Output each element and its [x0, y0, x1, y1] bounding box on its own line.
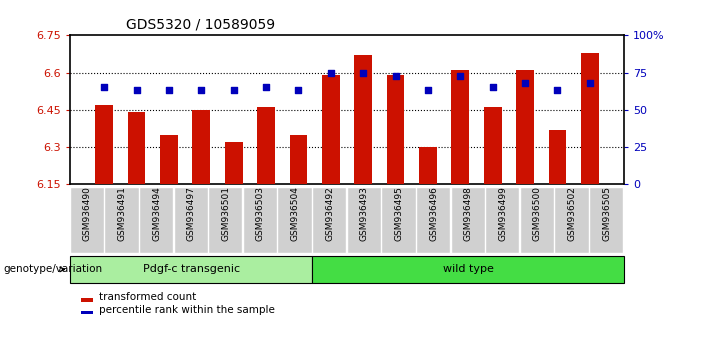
- Text: GSM936500: GSM936500: [533, 186, 542, 241]
- Point: [552, 87, 563, 93]
- Text: percentile rank within the sample: percentile rank within the sample: [99, 305, 275, 315]
- Text: GSM936499: GSM936499: [498, 186, 508, 241]
- Text: GSM936502: GSM936502: [568, 186, 576, 241]
- Text: genotype/variation: genotype/variation: [4, 264, 102, 274]
- Text: GSM936490: GSM936490: [83, 186, 92, 241]
- Text: GSM936498: GSM936498: [463, 186, 472, 241]
- Text: wild type: wild type: [443, 264, 494, 274]
- Point: [455, 73, 466, 78]
- Text: GSM936497: GSM936497: [186, 186, 196, 241]
- Bar: [192, 110, 210, 184]
- Text: GDS5320 / 10589059: GDS5320 / 10589059: [126, 18, 275, 32]
- Point: [131, 87, 142, 93]
- Bar: [451, 70, 469, 184]
- Text: GSM936492: GSM936492: [325, 186, 334, 241]
- Point: [196, 87, 207, 93]
- Point: [325, 70, 336, 75]
- Bar: [95, 105, 113, 184]
- Bar: [257, 107, 275, 184]
- Point: [519, 80, 531, 86]
- Point: [261, 85, 272, 90]
- Text: GSM936503: GSM936503: [256, 186, 265, 241]
- Bar: [516, 70, 534, 184]
- Bar: [549, 130, 566, 184]
- Bar: [484, 107, 502, 184]
- Bar: [387, 75, 404, 184]
- Bar: [128, 112, 145, 184]
- Bar: [419, 147, 437, 184]
- Point: [390, 73, 401, 78]
- Bar: [581, 53, 599, 184]
- Point: [163, 87, 175, 93]
- Bar: [322, 75, 340, 184]
- Text: GSM936491: GSM936491: [118, 186, 126, 241]
- Text: GSM936495: GSM936495: [395, 186, 403, 241]
- Point: [358, 70, 369, 75]
- Point: [487, 85, 498, 90]
- Text: transformed count: transformed count: [99, 292, 196, 302]
- Bar: [225, 142, 243, 184]
- Text: Pdgf-c transgenic: Pdgf-c transgenic: [143, 264, 240, 274]
- Bar: [354, 55, 372, 184]
- Text: GSM936504: GSM936504: [291, 186, 299, 241]
- Text: GSM936501: GSM936501: [222, 186, 231, 241]
- Text: GSM936493: GSM936493: [360, 186, 369, 241]
- Bar: [160, 135, 178, 184]
- Text: GSM936496: GSM936496: [429, 186, 438, 241]
- Point: [584, 80, 595, 86]
- Bar: [290, 135, 307, 184]
- Text: GSM936494: GSM936494: [152, 186, 161, 241]
- Point: [293, 87, 304, 93]
- Point: [228, 87, 239, 93]
- Text: GSM936505: GSM936505: [602, 186, 611, 241]
- Point: [99, 85, 110, 90]
- Point: [422, 87, 433, 93]
